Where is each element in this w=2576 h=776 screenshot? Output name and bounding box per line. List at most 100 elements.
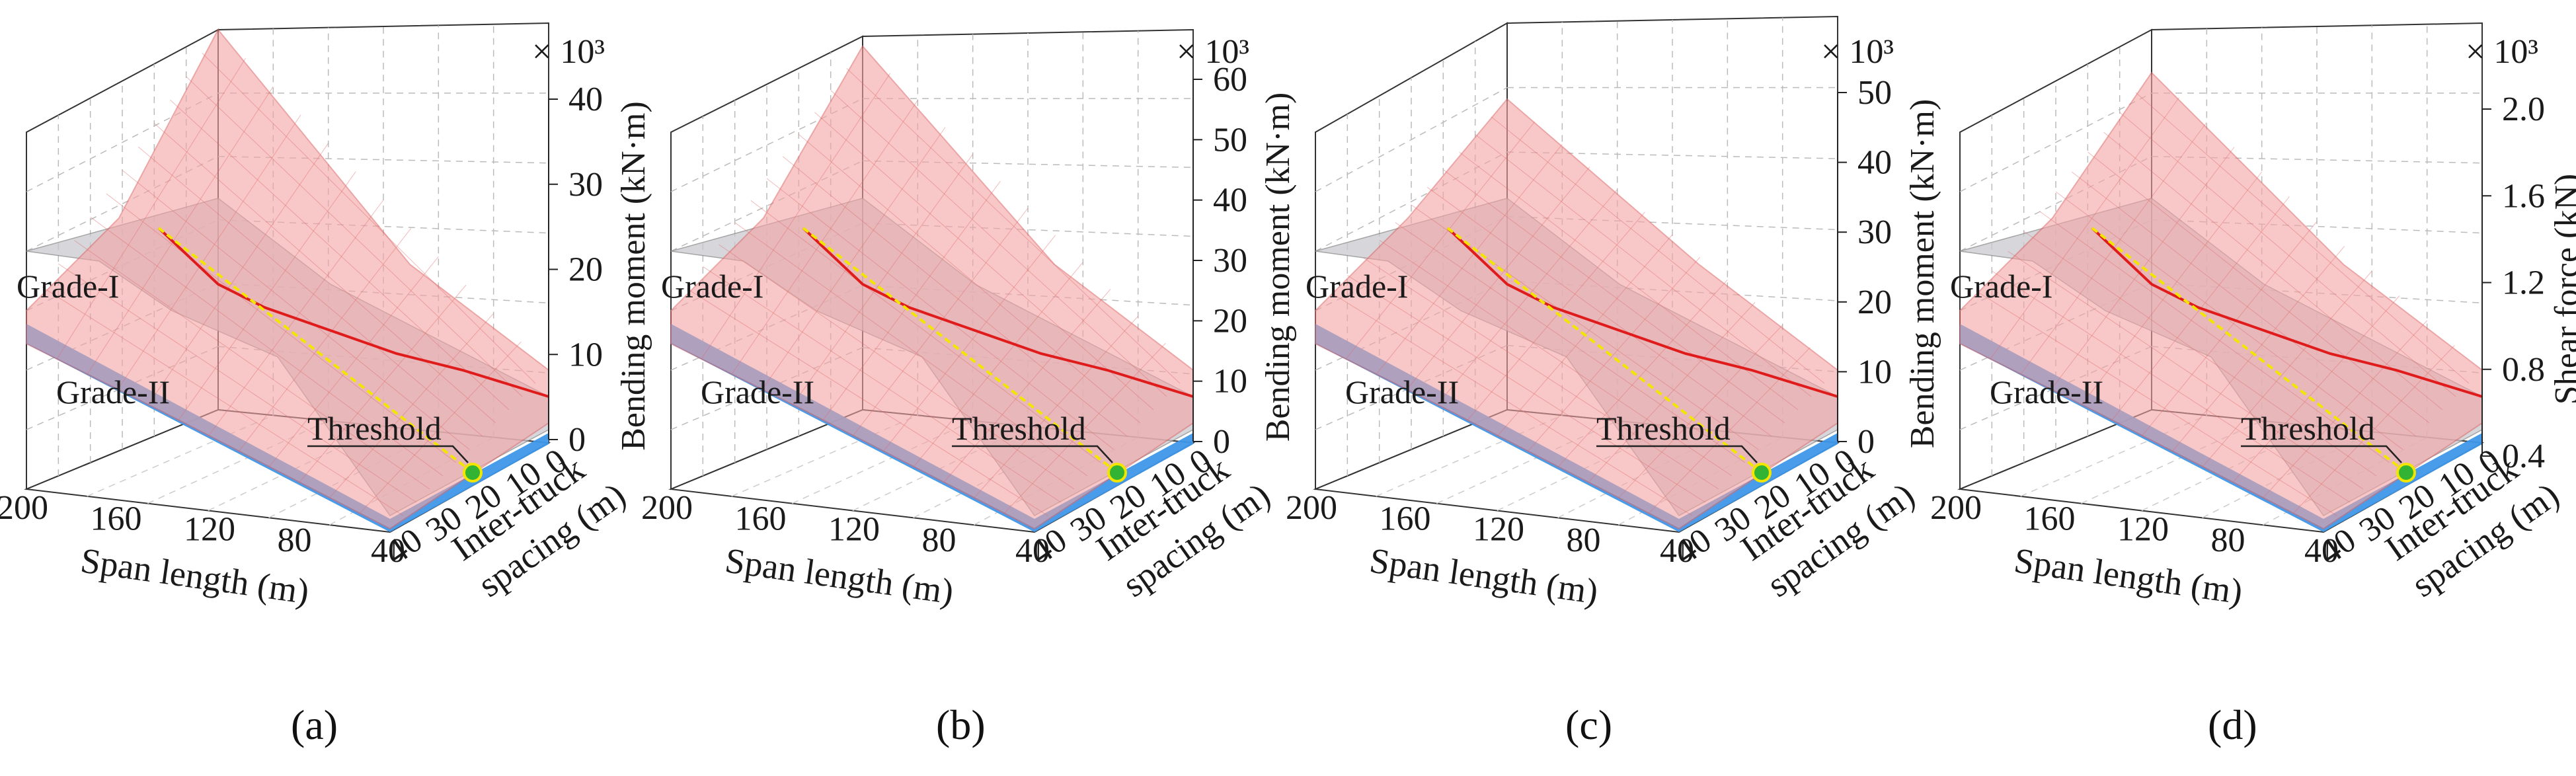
threshold-point xyxy=(1107,463,1127,483)
surface-mesh-line xyxy=(56,58,247,360)
surface-mesh-line xyxy=(2071,171,2417,437)
surface-mesh-line xyxy=(58,263,417,503)
surface-mesh-line xyxy=(882,235,1056,452)
red-surface xyxy=(26,28,549,530)
grid-line xyxy=(147,420,329,504)
z-multiplier: × 10³ xyxy=(2466,33,2538,71)
surface-mesh-line xyxy=(814,112,1154,410)
x-tick-label: 120 xyxy=(828,511,880,549)
grid-line xyxy=(1506,280,1838,301)
surface-mesh-line xyxy=(2023,231,2377,477)
grid-line xyxy=(2081,420,2262,504)
surface-mesh-line xyxy=(2008,251,2364,490)
z-tick-label: 60 xyxy=(1213,61,1247,98)
z-tick-label: 20 xyxy=(568,251,603,289)
z-tick-label: 0.4 xyxy=(2502,438,2545,475)
x-axis-label: Span length (m) xyxy=(2011,540,2245,611)
surface-mesh-line xyxy=(943,289,1111,483)
z-tick-label: 30 xyxy=(1857,213,1892,251)
legend-grade-i: Grade-I xyxy=(1950,268,2052,305)
z-axis-label: Shear force (kN) xyxy=(2548,174,2576,405)
x-tick-label: 160 xyxy=(735,500,787,537)
surface-mesh-line xyxy=(137,146,483,437)
x-tick-label: 200 xyxy=(641,489,693,527)
surface-mesh-line xyxy=(2039,211,2390,463)
surface-mesh-line xyxy=(122,170,470,450)
surface-mesh-line xyxy=(177,171,356,421)
surface-mesh-line xyxy=(42,287,404,516)
threshold-point xyxy=(1752,463,1772,483)
surface-mesh-line xyxy=(1379,239,1733,477)
z-tick-label: 1.2 xyxy=(2502,264,2545,302)
z-tick-label: 0.8 xyxy=(2502,351,2545,389)
surface-mesh-line xyxy=(686,288,1048,516)
chart-panel-d: Threshold Grade-I Grade-II 0.4 0.8 1.2 1.6 2.0 ×… xyxy=(1930,22,2576,611)
surface-mesh-line xyxy=(1527,256,1701,452)
z-tick-label: 40 xyxy=(568,81,603,118)
surface-mesh-line xyxy=(359,341,522,514)
surface-mesh-line xyxy=(1345,121,1536,360)
surface-mesh-line xyxy=(2119,112,2456,397)
x-tick-label: 200 xyxy=(0,489,48,527)
surface-mesh-line xyxy=(2202,270,2372,467)
threshold-label: Threshold xyxy=(2241,410,2375,447)
threshold-line xyxy=(2091,227,2407,474)
z-tick-label: 40 xyxy=(1213,182,1247,219)
surface-mesh-line xyxy=(1491,116,1825,384)
surface-mesh-line xyxy=(1648,347,1811,514)
x-tick-label: 40 xyxy=(1660,532,1694,570)
surface-mesh-line xyxy=(154,123,496,424)
surface-mesh-line xyxy=(74,240,430,490)
red-surface xyxy=(670,45,1194,530)
surface-mesh-line xyxy=(1436,189,1618,406)
x-tick-label: 120 xyxy=(2117,511,2169,549)
surface-mesh-line xyxy=(186,76,523,397)
surface-mesh-line xyxy=(1992,270,2351,503)
z-tick-label: 2.0 xyxy=(2502,91,2545,128)
x-tick-label: 80 xyxy=(278,522,312,559)
legend-grade-i: Grade-I xyxy=(1306,268,1408,305)
surface-mesh-line xyxy=(822,180,1001,421)
intersection-line xyxy=(2091,227,2483,398)
surface-mesh-line xyxy=(2141,221,2318,437)
threshold-point xyxy=(2396,463,2416,483)
x-tick-label: 40 xyxy=(371,532,405,570)
x-tick-label: 120 xyxy=(1473,511,1524,549)
z-multiplier: × 10³ xyxy=(1177,33,1249,71)
threshold-label: Threshold xyxy=(1596,410,1731,447)
red-surface xyxy=(1959,71,2483,530)
grid-line xyxy=(217,282,549,304)
surface-mesh-line xyxy=(1475,134,1812,397)
threshold-leader xyxy=(2241,445,2402,463)
x-tick-label: 200 xyxy=(1286,489,1337,527)
legend-grade-ii: Grade-II xyxy=(701,373,814,410)
x-tick-label: 160 xyxy=(2024,500,2076,537)
z-multiplier: × 10³ xyxy=(1821,33,1894,71)
z-tick-label: 10 xyxy=(1213,363,1247,401)
grid-line xyxy=(1959,93,2152,192)
surface-mesh-line xyxy=(87,86,274,375)
grid-line xyxy=(1506,215,1838,231)
surface-mesh-line xyxy=(1363,257,1719,490)
legend-grade-ii: Grade-II xyxy=(1345,373,1459,410)
surface-mesh-line xyxy=(1588,302,1756,483)
z-tick-label: 0 xyxy=(568,421,586,459)
surface-mesh-line xyxy=(1426,186,1772,437)
x-tick-label: 120 xyxy=(184,511,235,549)
surface-mesh-line xyxy=(2292,345,2455,514)
legend-grade-i: Grade-I xyxy=(17,268,119,305)
x-tick-label: 40 xyxy=(2304,532,2339,570)
z-tick-label: 10 xyxy=(568,336,603,373)
surface-mesh-line xyxy=(329,313,494,498)
grid-line xyxy=(1315,87,1508,192)
surface-mesh-line xyxy=(719,244,1075,490)
surface-mesh-line xyxy=(846,67,1181,384)
x-tick-label: 80 xyxy=(1567,522,1601,559)
z-tick-label: 50 xyxy=(1213,121,1247,159)
x-tick-label: 160 xyxy=(1380,500,1431,537)
chart-panel-a: Threshold Grade-I Grade-II 0 10 20 30 40 × 10³ Be… xyxy=(0,22,652,611)
z-tick-label: 1.6 xyxy=(2502,177,2545,215)
z-axis-label: Bending moment (kN·m) xyxy=(1904,99,1941,449)
surface-mesh-line xyxy=(1003,342,1166,514)
